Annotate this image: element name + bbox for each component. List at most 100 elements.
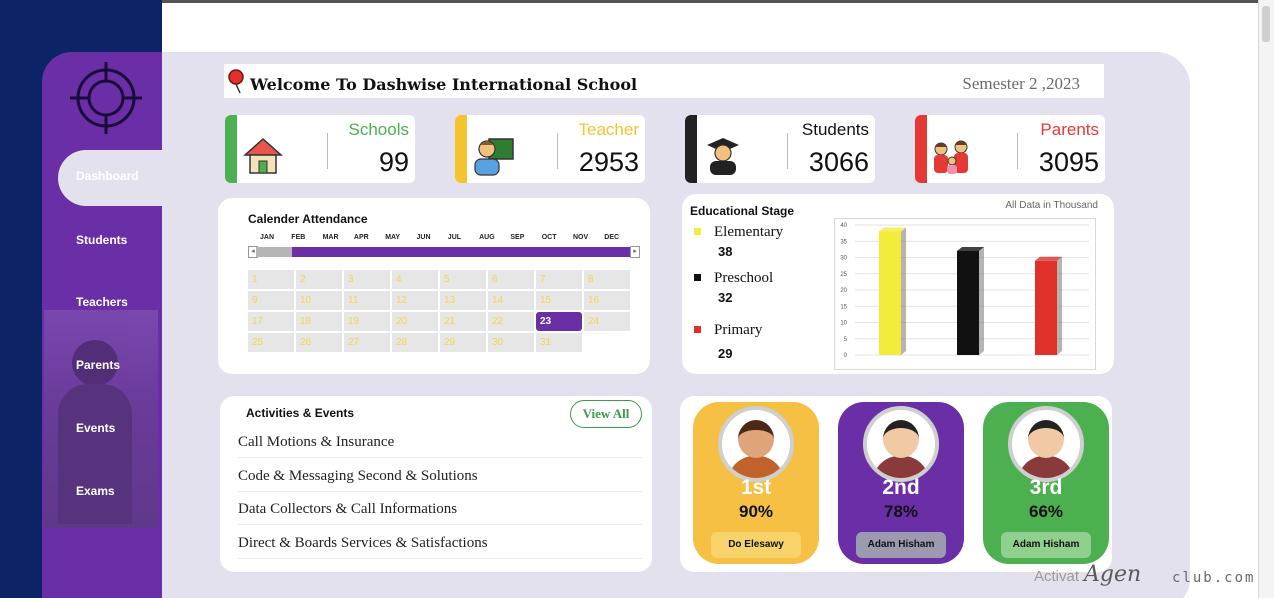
bar-chart-svg: 0 5 10 15 20 25 30 35 40 [840,223,1089,359]
kpi-card-students[interactable]: Students 3066 [685,115,875,183]
calendar-day[interactable]: 3 [344,270,390,289]
month-label[interactable]: MAY [385,234,401,241]
calendar-day[interactable]: 29 [440,333,486,352]
calendar-day[interactable]: 10 [296,291,342,310]
calendar-day[interactable]: 25 [248,333,294,352]
rank-card-first[interactable]: 1st 90% Do Elesawy [693,402,819,564]
sidebar-item-teachers[interactable]: Teachers [76,295,128,309]
chart-bar-primary [1035,256,1062,355]
calendar-day[interactable]: 30 [488,333,534,352]
calendar-day[interactable]: 20 [392,312,438,331]
calendar-day[interactable]: 8 [584,270,630,289]
scrollbar-thumb[interactable] [1262,6,1270,42]
chart-bar-top [1035,256,1062,261]
legend-value: 38 [718,244,733,259]
calendar-title: Calender Attendance [248,212,368,226]
calendar-day[interactable]: 13 [440,291,486,310]
calendar-day[interactable]: 16 [584,291,630,310]
calendar-day[interactable]: 9 [248,291,294,310]
activity-item[interactable]: Direct & Boards Services & Satisfactions [238,527,642,559]
calendar-day[interactable]: 18 [296,312,342,331]
month-label[interactable]: APR [353,234,369,241]
calendar-day[interactable]: 1 [248,270,294,289]
calendar-day[interactable]: 15 [536,291,582,310]
kpi-divider [557,133,558,169]
balloon-pin-icon [228,69,244,94]
calendar-day[interactable]: 26 [296,333,342,352]
calendar-day[interactable]: 31 [536,333,582,352]
sidebar-item-parents[interactable]: Parents [76,358,121,372]
avatar-shoulders [873,456,929,478]
rank-place: 1st [740,476,772,499]
calendar-day[interactable]: 23 [536,312,582,331]
kpi-accent-bar [685,115,697,183]
calendar-day[interactable]: 22 [488,312,534,331]
slider-track[interactable] [256,247,630,257]
month-label[interactable]: NOV [573,234,589,241]
calendar-day[interactable]: 28 [392,333,438,352]
month-label[interactable]: DEC [604,234,620,241]
rank-student-name: Adam Hisham [1001,532,1091,558]
sidebar-item-exams[interactable]: Exams [76,484,115,498]
month-label[interactable]: FEB [291,234,306,241]
sidebar-item-events[interactable]: Events [76,421,116,435]
calendar-day[interactable]: 2 [296,270,342,289]
kpi-value: 3095 [1038,147,1099,177]
kpi-label: Parents [1040,120,1099,139]
legend-value: 29 [718,346,733,361]
calendar-day[interactable]: 17 [248,312,294,331]
avatar-head [883,420,919,458]
calendar-day[interactable]: 27 [344,333,390,352]
rank-student-name: Do Elesawy [711,532,801,558]
kpi-label: Schools [348,120,409,139]
month-slider[interactable]: ◂ ▸ [248,246,642,258]
calendar-day[interactable]: 21 [440,312,486,331]
month-label[interactable]: SEP [510,234,525,241]
slider-right-arrow-icon[interactable]: ▸ [630,246,640,258]
calendar-day[interactable]: 14 [488,291,534,310]
activation-watermark: Activat [1034,568,1080,585]
chart-bar-side [1057,256,1062,355]
legend-swatch [694,326,701,333]
kpi-card-schools[interactable]: Schools 99 [225,115,415,183]
calendar-day[interactable]: 7 [536,270,582,289]
avatar [718,406,794,482]
legend-value: 32 [718,290,733,305]
rank-card-third[interactable]: 3rd 66% Adam Hisham [983,402,1109,564]
month-label[interactable]: JAN [260,234,275,241]
kpi-card-parents[interactable]: Parents 3095 [915,115,1105,183]
activity-item[interactable]: Call Motions & Insurance [238,426,642,458]
rank-place: 2nd [882,476,920,499]
calendar-day[interactable]: 24 [584,312,630,331]
window-top-border [0,0,1274,3]
calendar-day[interactable]: 12 [392,291,438,310]
slider-thumb[interactable] [256,247,292,257]
activity-item[interactable]: Data Collectors & Call Informations [238,493,642,525]
calendar-day[interactable]: 11 [344,291,390,310]
month-label[interactable]: OCT [541,234,557,241]
month-label[interactable]: AUG [479,234,495,241]
kpi-card-teacher[interactable]: Teacher 2953 [455,115,645,183]
calendar-day[interactable]: 19 [344,312,390,331]
month-label[interactable]: JUL [447,234,462,241]
sidebar-item-students[interactable]: Students [76,233,128,247]
month-label[interactable]: JUN [416,234,431,241]
avatar [863,406,939,482]
calendar-day[interactable]: 6 [488,270,534,289]
chart-bar-top [879,227,906,232]
graduate-icon [707,138,739,175]
calendar-day[interactable]: 4 [392,270,438,289]
view-all-button[interactable]: View All [570,400,642,428]
y-tick-label: 30 [840,256,847,262]
y-tick-label: 5 [844,337,848,343]
month-label[interactable]: MAR [322,234,339,241]
rank-card-second[interactable]: 2nd 78% Adam Hisham [838,402,964,564]
vertical-scrollbar[interactable] [1258,0,1274,598]
kpi-accent-bar [915,115,927,183]
chart-bar-face [957,251,979,355]
sidebar-item-dashboard[interactable]: Dashboard [58,150,178,206]
legend-swatch [694,228,701,235]
activity-item[interactable]: Code & Messaging Second & Solutions [238,460,642,492]
calendar-day[interactable]: 5 [440,270,486,289]
month-labels: JAN FEB MAR APR MAY JUN JUL AUG SEP OCT NOV DEC [248,234,642,244]
